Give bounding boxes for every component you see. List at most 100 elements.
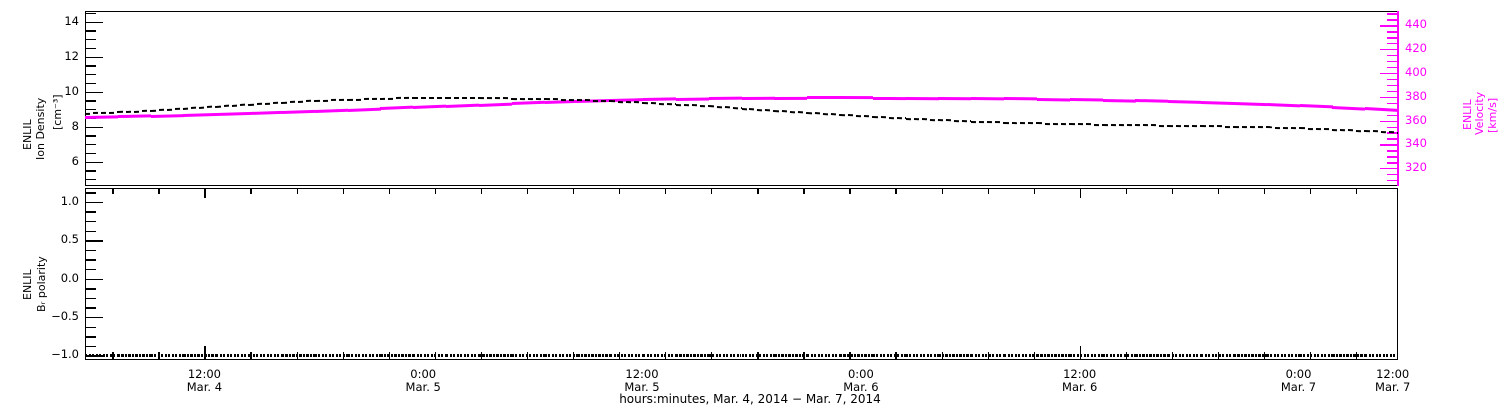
curve-dash [726,353,729,357]
x-tick-upper [665,188,667,194]
curve-dash [802,353,805,357]
density-major-tick [85,91,103,93]
curve-dash [92,353,95,357]
curve-dash [838,353,840,357]
curve-dash [843,353,846,357]
curve-dash [252,353,255,357]
curve-dash [1054,353,1057,357]
curve-dash [1215,353,1218,357]
curve-dash [1032,353,1035,357]
curve-dash [1087,353,1090,357]
curve-dash [131,353,134,357]
curve-dash [1127,353,1130,357]
x-minor-tick [757,352,759,360]
density-minor-tick [85,179,96,181]
x-tick-time: 0:00 [1285,367,1312,381]
x-tick-upper [895,188,897,194]
curve-dash [548,353,551,357]
curve-dash [124,353,128,357]
curve-dash [1310,353,1313,357]
curve-dash [511,353,514,357]
curve-dash [456,353,459,357]
curve-dash [551,353,554,357]
curve-dash [1335,353,1339,357]
curve-dash [1324,353,1327,357]
velocity-minor-tick [1387,31,1398,33]
velocity-axis-spine [1397,11,1399,186]
x-minor-tick [619,352,621,360]
curve-dash [1102,353,1105,357]
curve-dash [696,353,700,357]
density-tick-label: 14 [64,13,79,28]
curve-dash [361,353,364,357]
curve-dash [446,353,449,357]
curve-dash [1372,353,1375,357]
velocity-minor-tick [1387,84,1398,87]
curve-dash [978,353,981,357]
curve-dash [485,353,489,357]
curve-dash [1018,353,1021,357]
curve-dash [1313,353,1316,357]
curve-dash [489,353,492,357]
x-tick-upper [342,188,344,194]
curve-dash [342,353,345,357]
polarity-tick-label: 0.0 [60,270,79,285]
curve-dash [805,353,808,357]
curve-dash [1035,353,1037,357]
curve-dash [784,353,788,357]
curve-dash [846,353,850,357]
curve-dash [853,353,857,357]
curve-dash [1342,353,1346,357]
curve-dash [1349,353,1353,357]
curve-dash [1396,353,1398,357]
curve-dash [175,353,178,357]
curve-dash [715,353,718,357]
x-tick-time: 0:00 [847,367,874,381]
x-minor-tick [1125,352,1128,360]
bottom-panel-frame [85,188,1398,360]
velocity-tick-label: 380 [1405,88,1427,103]
x-axis-title-text: hours:minutes, Mar. 4, 2014 − Mar. 7, 20… [619,392,881,406]
x-minor-tick [1356,352,1358,360]
curve-dash [1375,353,1378,357]
curve-dash [897,353,900,357]
x-tick-upper [1125,188,1128,194]
curve-dash [346,353,348,357]
curve-dash [1353,353,1356,357]
curve-dash [1047,353,1050,357]
density-tick-label: 10 [64,83,79,98]
velocity-minor-tick [1387,150,1398,152]
curve-dash [867,353,871,357]
curve-dash [736,353,739,357]
x-minor-tick [1033,352,1035,360]
curve-dash [354,353,357,357]
polarity-minor-tick [85,221,96,223]
curve-dash [883,353,886,357]
curve-dash [817,353,820,357]
curve-dash [952,353,955,357]
curve-dash [762,353,765,357]
curve-dash [1134,353,1136,357]
curve-dash [536,353,539,357]
density-tick-label: 12 [64,48,79,63]
velocity-minor-tick [1387,19,1398,21]
curve-dash [959,353,962,357]
curve-dash [798,353,802,357]
curve-dash [1229,353,1232,357]
curve-dash [1083,353,1086,357]
curve-dash [470,353,473,357]
curve-dash [912,353,915,357]
density-tick-label: 6 [71,153,79,168]
curve-dash [423,353,426,357]
curve-dash [1021,353,1024,357]
curve-dash [482,353,485,357]
curve-dash [966,353,969,357]
curve-dash [233,353,236,357]
curve-dash [281,353,285,357]
curve-dash [810,353,813,357]
x-tick-upper [112,188,114,194]
curve-dash [288,353,292,357]
curve-dash [1382,353,1385,357]
